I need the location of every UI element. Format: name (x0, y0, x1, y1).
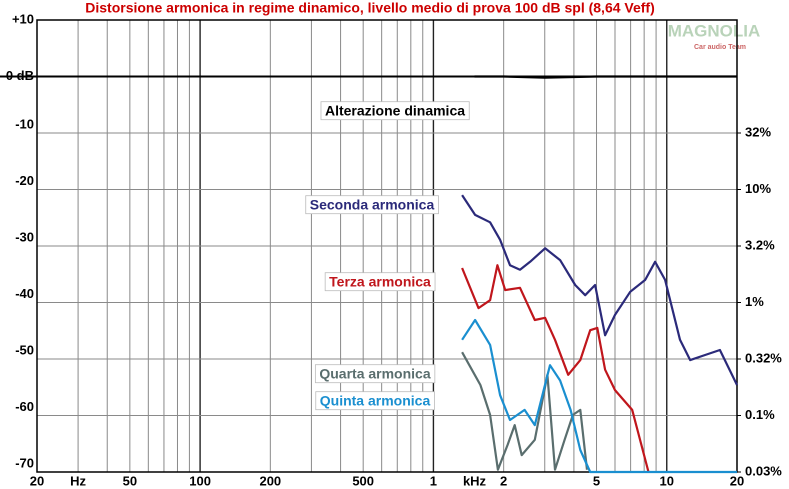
series-label: Quinta armonica (320, 393, 431, 409)
series-label: Terza armonica (329, 274, 431, 290)
series-label-box (315, 391, 435, 411)
x-tick-label: 5 (593, 473, 600, 488)
y-tick-label: -40 (15, 286, 34, 301)
series-label: Alterazione dinamica (325, 103, 465, 119)
y2-tick-label: 3.2% (745, 237, 775, 252)
logo-subtitle: Car audio Team (694, 44, 746, 51)
x-tick-label: 2 (500, 473, 507, 488)
x-tick-label: 100 (189, 473, 211, 488)
y-tick-label: -50 (15, 342, 34, 357)
y-tick-label: -30 (15, 229, 34, 244)
x-tick-label: 1 (430, 473, 437, 488)
x-tick-label: kHz (463, 473, 487, 488)
x-tick-label: Hz (70, 473, 86, 488)
logo: MAGNOLIA (668, 21, 761, 40)
y2-tick-label: 0.1% (745, 407, 775, 422)
series-line (474, 75, 737, 79)
y2-tick-label: 10% (745, 181, 771, 196)
series-label-box (324, 272, 436, 292)
x-tick-label: 20 (730, 473, 744, 488)
x-tick-label: 500 (352, 473, 374, 488)
series-label: Quarta armonica (319, 366, 430, 382)
x-tick-label: 200 (259, 473, 281, 488)
y-tick-label: 0 dB (6, 68, 34, 83)
y-tick-label: -10 (15, 116, 34, 131)
series-line (461, 194, 738, 386)
y2-tick-label: 32% (745, 124, 771, 139)
series-label-box (320, 101, 470, 121)
series-label: Seconda armonica (310, 197, 435, 213)
x-tick-label: 10 (660, 473, 674, 488)
series-label-box (305, 195, 439, 215)
chart-title: Distorsione armonica in regime dinamico,… (85, 0, 655, 16)
series-line (461, 351, 589, 471)
x-tick-label: 20 (30, 473, 44, 488)
x-tick-label: 50 (123, 473, 137, 488)
y2-tick-label: 0.32% (745, 350, 782, 365)
series-label-box (314, 364, 436, 384)
series-line (461, 264, 650, 473)
y-tick-label: -60 (15, 399, 34, 414)
y-tick-label: +10 (12, 11, 34, 26)
series-line (461, 318, 737, 474)
y-tick-label: -70 (15, 455, 34, 470)
y-tick-label: -20 (15, 173, 34, 188)
y2-tick-label: 0.03% (745, 463, 782, 478)
y2-tick-label: 1% (745, 294, 764, 309)
